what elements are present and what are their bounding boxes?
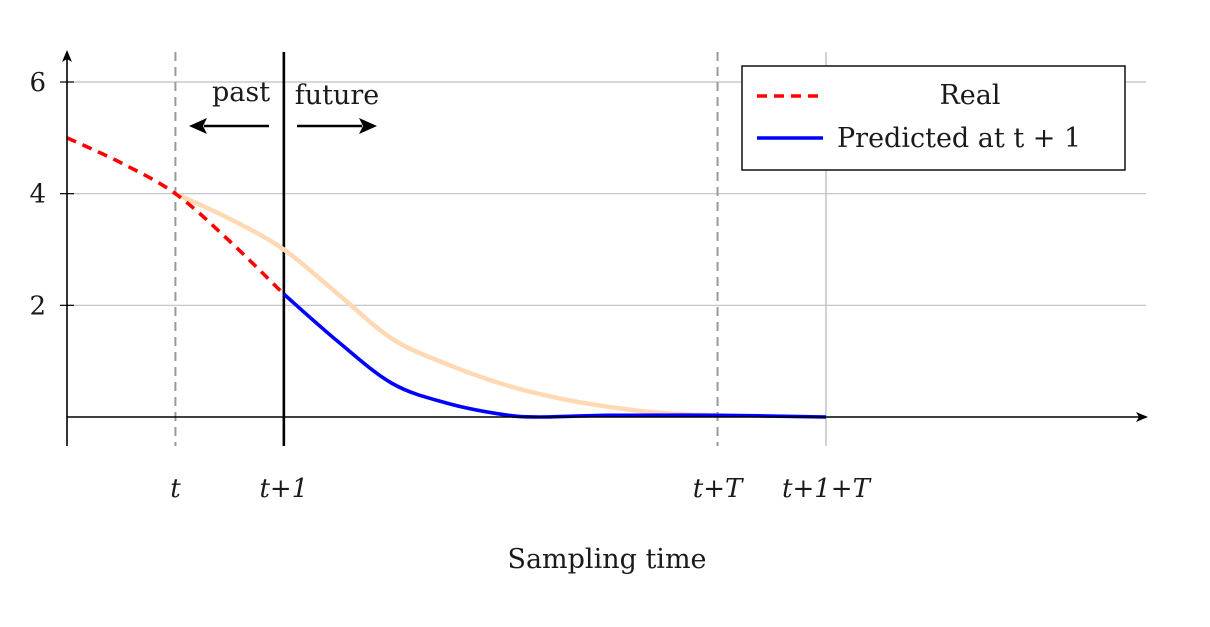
- x-tick-label: t+1: [259, 474, 308, 504]
- x-axis-arrow: [1136, 412, 1148, 422]
- x-tick-label: t+T: [693, 474, 744, 504]
- y-tick-labels: 2 4 6: [29, 68, 46, 321]
- x-tick-labels: t t+1 t+T t+1+T: [170, 474, 871, 504]
- series-real-line: [66, 136, 286, 296]
- legend-label-real: Real: [939, 80, 1000, 111]
- axes: [62, 50, 1148, 446]
- legend-box: [741, 65, 1126, 171]
- x-axis-title: Sampling time: [507, 544, 706, 575]
- y-axis-arrow: [62, 50, 72, 62]
- legend-label-predicted: Predicted at t + 1: [837, 123, 1081, 154]
- series-lines: [66, 136, 827, 419]
- series-predicted-line: [282, 292, 827, 419]
- y-tick-label: 6: [29, 68, 46, 98]
- future-label: future: [295, 80, 380, 111]
- future-arrow-head: [359, 118, 377, 134]
- x-tick-label: t+1+T: [782, 474, 872, 504]
- x-tick-label: t: [170, 474, 181, 504]
- y-tick-label: 4: [29, 180, 46, 210]
- time-markers: [174, 52, 827, 446]
- past-label: past: [212, 77, 270, 108]
- past-arrow-head: [189, 118, 207, 134]
- series-previous-prediction-line: [174, 191, 718, 418]
- y-tick-label: 2: [29, 291, 46, 321]
- past-future-annotation: past future: [189, 77, 379, 134]
- legend: Real Predicted at t + 1: [741, 65, 1126, 171]
